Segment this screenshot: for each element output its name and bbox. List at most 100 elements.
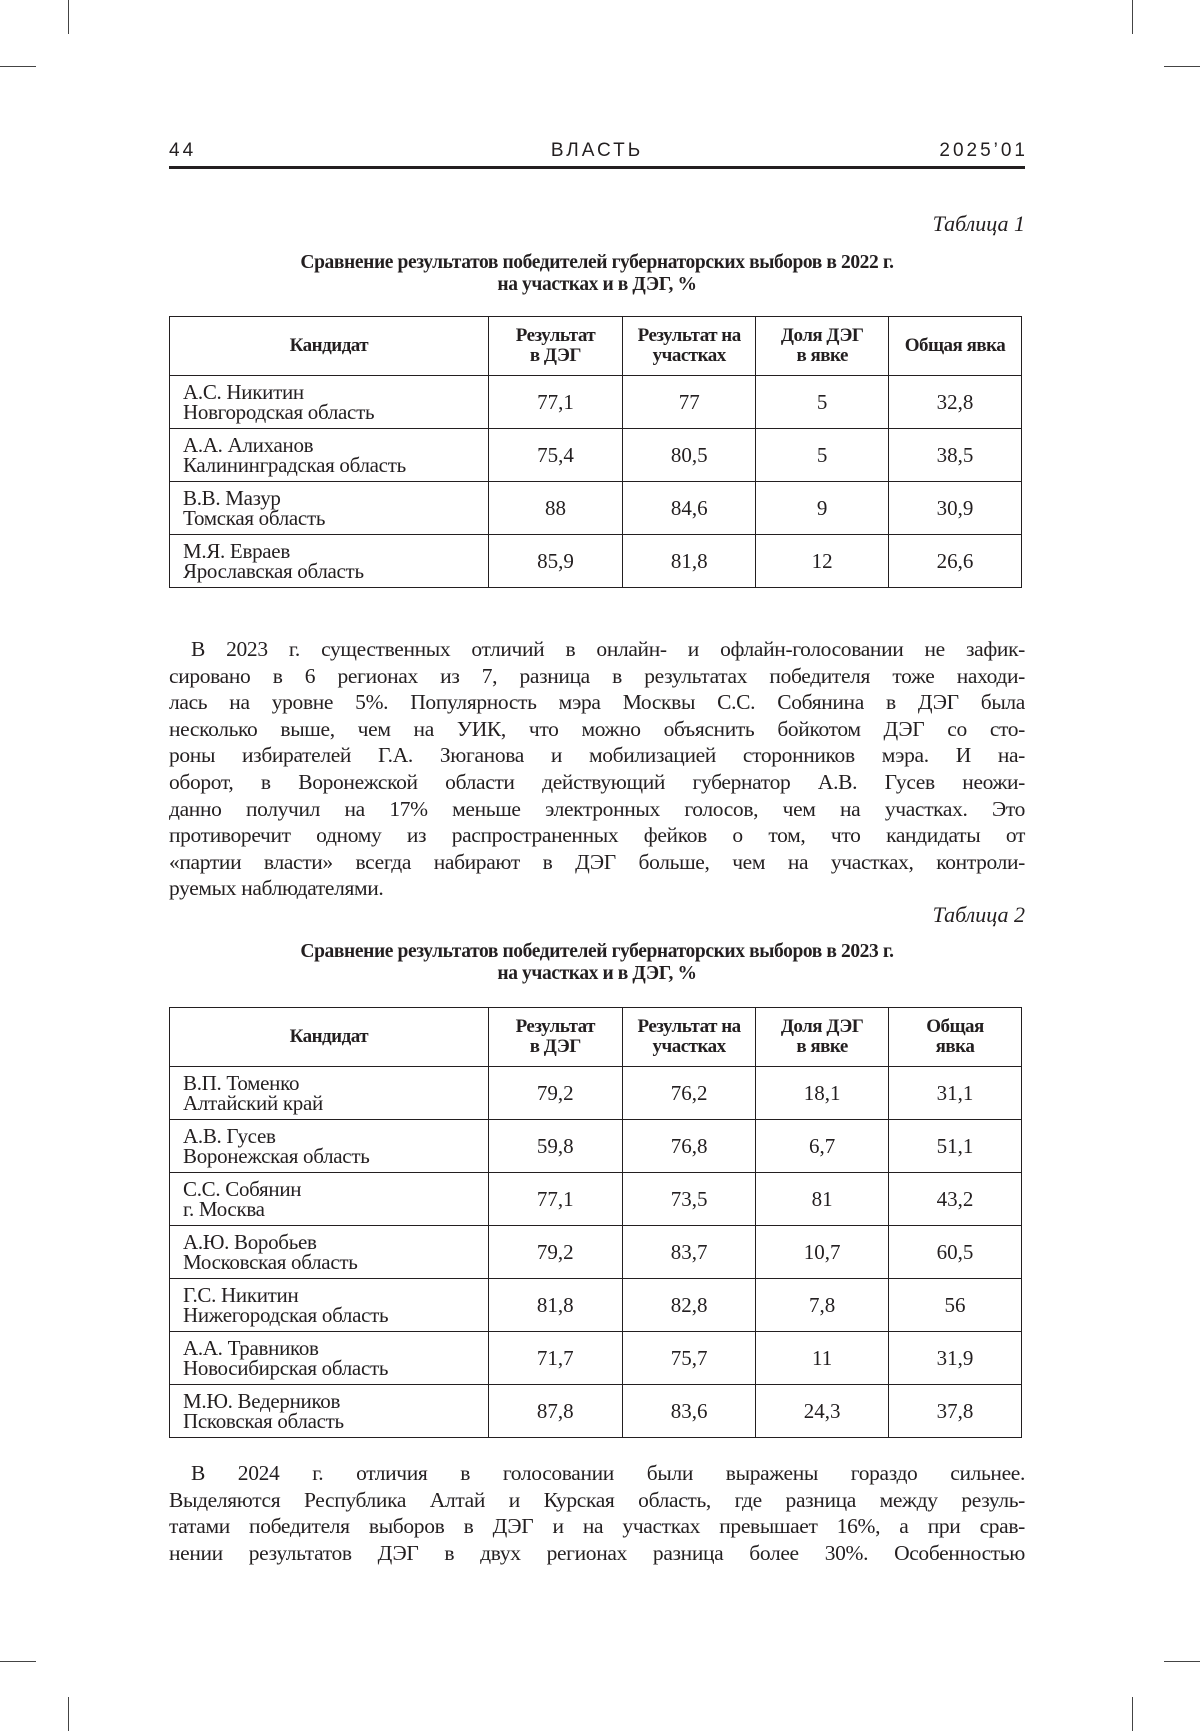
text-line: Выделяются Республика Алтай и Курская об… <box>169 1487 1025 1514</box>
value-cell: 56 <box>888 1279 1021 1332</box>
header-line: Результат на <box>623 326 755 346</box>
candidate-cell: В.В. МазурТомская область <box>170 482 489 535</box>
column-header: Результатв ДЭГ <box>488 317 622 376</box>
crop-mark <box>1132 0 1133 34</box>
candidate-name: Г.С. Никитин <box>183 1285 488 1305</box>
value-cell: 9 <box>756 482 889 535</box>
table-row: М.Я. ЕвраевЯрославская область85,981,812… <box>170 535 1022 588</box>
header-line: в ДЭГ <box>489 1037 622 1057</box>
running-header: 44 ВЛАСТЬ 2025’01 <box>169 140 1025 164</box>
table1: КандидатРезультатв ДЭГРезультат научастк… <box>169 316 1022 588</box>
text-line: В 2024 г. отличия в голосовании были выр… <box>169 1460 1025 1487</box>
table1-label: Таблица 1 <box>933 211 1025 237</box>
value-cell: 75,7 <box>622 1332 755 1385</box>
column-header: Доля ДЭГв явке <box>756 317 889 376</box>
table-row: М.Ю. ВедерниковПсковская область87,883,6… <box>170 1385 1022 1438</box>
value-cell: 87,8 <box>488 1385 622 1438</box>
column-header: Результат научастках <box>623 317 756 376</box>
value-cell: 6,7 <box>756 1120 889 1173</box>
candidate-name: М.Я. Евраев <box>183 541 488 561</box>
candidate-region: Новосибирская область <box>183 1358 488 1378</box>
table-row: А.А. АлихановКалининградская область75,4… <box>170 429 1022 482</box>
crop-mark <box>1164 66 1200 67</box>
candidate-cell: С.С. Собянинг. Москва <box>170 1173 489 1226</box>
candidate-cell: А.Ю. ВоробьевМосковская область <box>170 1226 489 1279</box>
table-row: А.А. ТравниковНовосибирская область71,77… <box>170 1332 1022 1385</box>
value-cell: 80,5 <box>623 429 756 482</box>
title-line: на участках и в ДЭГ, % <box>169 274 1025 296</box>
value-cell: 10,7 <box>756 1226 889 1279</box>
crop-mark <box>0 1661 36 1662</box>
value-cell: 26,6 <box>889 535 1022 588</box>
value-cell: 77,1 <box>488 1173 622 1226</box>
candidate-region: Воронежская область <box>183 1146 488 1166</box>
column-header: Результатв ДЭГ <box>488 1008 622 1067</box>
column-header: Общаяявка <box>888 1008 1021 1067</box>
header-row: КандидатРезультатв ДЭГРезультат научастк… <box>170 1008 1022 1067</box>
header-line: в явке <box>756 346 888 366</box>
column-header: Кандидат <box>170 317 489 376</box>
table-row: В.В. МазурТомская область8884,6930,9 <box>170 482 1022 535</box>
header-line: Результат <box>489 326 622 346</box>
value-cell: 73,5 <box>622 1173 755 1226</box>
table-row: А.С. НикитинНовгородская область77,17753… <box>170 376 1022 429</box>
candidate-name: С.С. Собянин <box>183 1179 488 1199</box>
candidate-region: Новгородская область <box>183 402 488 422</box>
crop-mark <box>1132 1697 1133 1731</box>
value-cell: 85,9 <box>488 535 622 588</box>
value-cell: 11 <box>756 1332 889 1385</box>
candidate-name: А.Ю. Воробьев <box>183 1232 488 1252</box>
crop-mark <box>0 66 36 67</box>
table-row: Г.С. НикитинНижегородская область81,882,… <box>170 1279 1022 1332</box>
value-cell: 81,8 <box>488 1279 622 1332</box>
column-header: Результат научастках <box>622 1008 755 1067</box>
value-cell: 88 <box>488 482 622 535</box>
column-header: Доля ДЭГв явке <box>756 1008 889 1067</box>
crop-mark <box>68 0 69 34</box>
candidate-cell: В.П. ТоменкоАлтайский край <box>170 1067 489 1120</box>
candidate-cell: А.А. АлихановКалининградская область <box>170 429 489 482</box>
candidate-cell: Г.С. НикитинНижегородская область <box>170 1279 489 1332</box>
header-line: в явке <box>756 1037 888 1057</box>
value-cell: 51,1 <box>888 1120 1021 1173</box>
crop-mark <box>68 1697 69 1731</box>
text-line: В 2023 г. существенных отличий в онлайн-… <box>169 636 1025 663</box>
value-cell: 84,6 <box>623 482 756 535</box>
candidate-cell: А.С. НикитинНовгородская область <box>170 376 489 429</box>
text-line: роны избирателей Г.А. Зюганова и мобилиз… <box>169 742 1025 769</box>
title-line: Сравнение результатов победителей губерн… <box>169 252 1025 274</box>
table2-title: Сравнение результатов победителей губерн… <box>169 941 1025 985</box>
value-cell: 81 <box>756 1173 889 1226</box>
value-cell: 5 <box>756 376 889 429</box>
value-cell: 77,1 <box>488 376 622 429</box>
journal-title: ВЛАСТЬ <box>169 140 1025 162</box>
candidate-name: В.В. Мазур <box>183 488 488 508</box>
candidate-region: Томская область <box>183 508 488 528</box>
table-row: С.С. Собянинг. Москва77,173,58143,2 <box>170 1173 1022 1226</box>
value-cell: 79,2 <box>488 1226 622 1279</box>
header-line: участках <box>623 1037 755 1057</box>
header-line: Доля ДЭГ <box>756 1017 888 1037</box>
text-line: противоречит одному из распространенных … <box>169 822 1025 849</box>
header-line: Кандидат <box>170 1027 488 1047</box>
value-cell: 31,9 <box>888 1332 1021 1385</box>
table-row: А.Ю. ВоробьевМосковская область79,283,71… <box>170 1226 1022 1279</box>
value-cell: 82,8 <box>622 1279 755 1332</box>
header-line: явка <box>889 1037 1021 1057</box>
value-cell: 24,3 <box>756 1385 889 1438</box>
text-line: «партии власти» всегда набирают в ДЭГ бо… <box>169 849 1025 876</box>
candidate-name: М.Ю. Ведерников <box>183 1391 488 1411</box>
header-line: Кандидат <box>170 336 488 356</box>
candidate-region: Калининградская область <box>183 455 488 475</box>
value-cell: 83,6 <box>622 1385 755 1438</box>
column-header: Общая явка <box>889 317 1022 376</box>
text-line: данно получил на 17% меньше электронных … <box>169 796 1025 823</box>
title-line: на участках и в ДЭГ, % <box>169 963 1025 985</box>
text-line: руемых наблюдателями. <box>169 875 1025 902</box>
table-row: А.В. ГусевВоронежская область59,876,86,7… <box>170 1120 1022 1173</box>
table2-label: Таблица 2 <box>933 902 1025 928</box>
value-cell: 7,8 <box>756 1279 889 1332</box>
text-line: нении результатов ДЭГ в двух регионах ра… <box>169 1540 1025 1567</box>
text-line: оборот, в Воронежской области действующи… <box>169 769 1025 796</box>
candidate-region: Московская область <box>183 1252 488 1272</box>
